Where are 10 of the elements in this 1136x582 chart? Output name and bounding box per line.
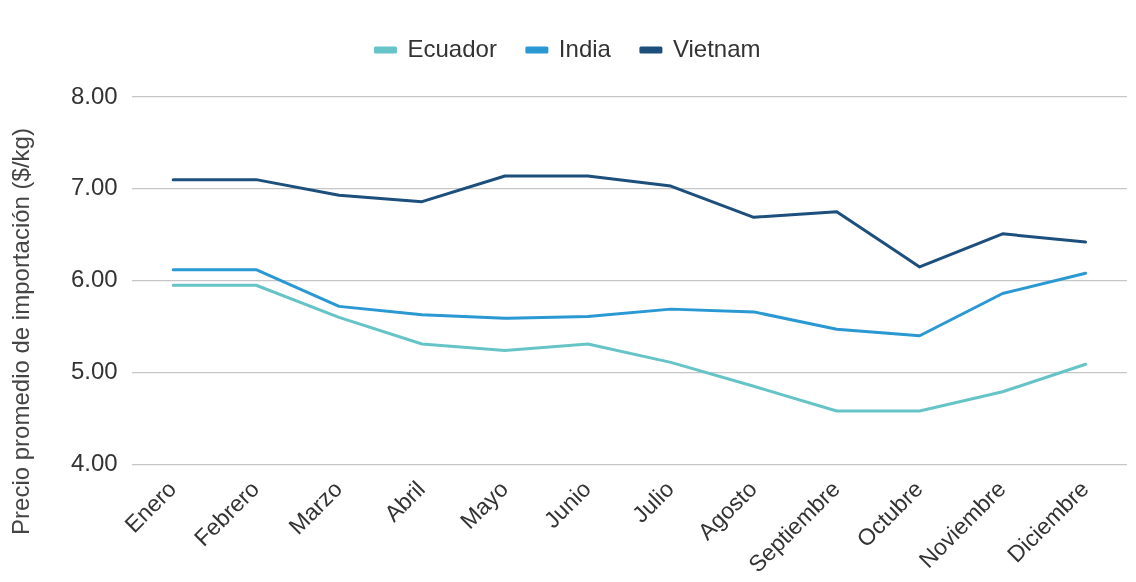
- y-axis-title: Precio promedio de importación ($/kg): [6, 128, 34, 535]
- y-tick-label: 5.00: [70, 357, 118, 385]
- legend-label: Ecuador: [407, 34, 497, 62]
- y-tick-label: 7.00: [70, 173, 118, 201]
- legend-label: Vietnam: [672, 34, 761, 62]
- legend-label: India: [558, 34, 612, 62]
- y-tick-label: 6.00: [70, 265, 118, 293]
- x-tick-label: Julio: [627, 475, 679, 528]
- y-tick-label: 4.00: [70, 448, 118, 476]
- y-tick-label: 8.00: [70, 81, 118, 109]
